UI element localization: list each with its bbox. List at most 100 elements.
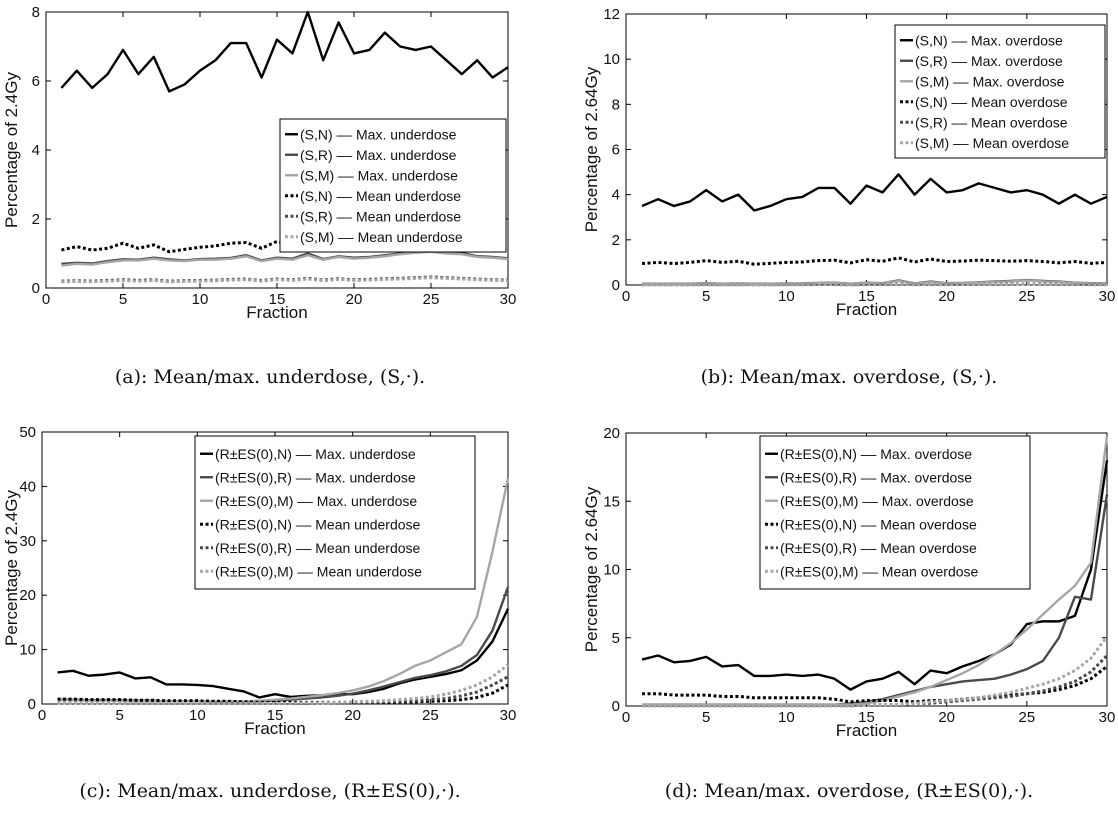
series-line-0 xyxy=(641,173,1108,212)
x-tick-label: 30 xyxy=(1099,288,1116,305)
y-tick-label: 20 xyxy=(603,425,620,442)
x-tick-label: 30 xyxy=(500,291,517,308)
legend-box xyxy=(279,118,507,253)
x-tick-label: 20 xyxy=(938,709,955,726)
chart-c-svg: 0 5 10 15 20 25 30 0 10 20 30 40 50 Fraction Percentag… xyxy=(2,424,517,738)
x-axis-label: Fraction xyxy=(836,721,897,740)
legend-label-4: (R±ES(0),R) –– Mean overdose xyxy=(780,540,977,556)
y-tick-label: 6 xyxy=(32,73,40,90)
legend-box xyxy=(759,435,1031,590)
legend-label-4: (R±ES(0),R) –– Mean underdose xyxy=(215,540,421,556)
series-line-3 xyxy=(641,256,1108,266)
x-tick-label: 15 xyxy=(858,288,875,305)
y-tick-label: 12 xyxy=(603,6,620,23)
legend-label-0: (R±ES(0),N) –– Max. overdose xyxy=(780,446,972,462)
y-tick-label: 8 xyxy=(612,96,620,113)
x-tick-label: 30 xyxy=(500,707,517,724)
y-tick-label: 0 xyxy=(612,698,620,715)
y-tick-label: 10 xyxy=(603,51,620,68)
legend-label-5: (S,M) –– Mean overdose xyxy=(915,135,1069,151)
series-line-5 xyxy=(642,282,1107,287)
y-tick-label: 5 xyxy=(612,630,620,647)
caption-d: (d): Mean/max. overdose, (R±ES(0),·). xyxy=(664,780,1034,802)
y-axis-label: Percentage of 2.4Gy xyxy=(2,490,21,646)
caption-a: (a): Mean/max. underdose, (S,·). xyxy=(114,366,426,388)
x-axis-label: Fraction xyxy=(246,303,307,322)
chart-c: 0 5 10 15 20 25 30 0 10 20 30 40 50 Fraction Percentag… xyxy=(0,418,540,738)
series-line-5 xyxy=(57,663,509,705)
x-tick-label: 15 xyxy=(858,709,875,726)
x-tick-label: 5 xyxy=(702,288,710,305)
series-line-5 xyxy=(61,276,509,284)
y-tick-label: 40 xyxy=(19,478,36,495)
x-tick-label: 25 xyxy=(1018,709,1035,726)
legend-label-2: (S,M) –– Max. underdose xyxy=(300,167,458,183)
x-tick-label: 5 xyxy=(115,707,123,724)
series-line-5 xyxy=(642,635,1109,708)
series-line-0 xyxy=(60,10,509,93)
legend-box xyxy=(194,435,476,590)
y-tick-label: 0 xyxy=(32,280,40,297)
legend-label-2: (R±ES(0),M) –– Max. underdose xyxy=(215,493,417,509)
y-tick-label: 0 xyxy=(28,696,36,713)
x-tick-label: 10 xyxy=(778,288,795,305)
x-tick-label: 5 xyxy=(702,709,710,726)
chart-b-svg: 0 5 10 15 20 25 30 0 2 4 6 8 10 12 Fraction Percentage … xyxy=(582,6,1116,319)
x-tick-label: 25 xyxy=(1018,288,1035,305)
x-tick-label: 15 xyxy=(269,291,286,308)
legend-label-1: (R±ES(0),R) –– Max. overdose xyxy=(780,469,972,485)
series-line-0 xyxy=(641,460,1109,691)
x-tick-label: 5 xyxy=(119,291,127,308)
series-line-4 xyxy=(57,675,509,705)
y-tick-label: 0 xyxy=(612,277,620,294)
legend-label-5: (S,M) –– Mean underdose xyxy=(300,229,463,245)
legend-label-4: (S,R) –– Mean underdose xyxy=(300,208,461,224)
y-tick-label: 15 xyxy=(603,493,620,510)
legend-label-3: (S,N) –– Mean overdose xyxy=(915,94,1068,110)
legend-label-2: (S,M) –– Max. overdose xyxy=(915,73,1065,89)
x-tick-label: 10 xyxy=(189,707,206,724)
chart-d: 0 5 10 15 20 25 30 0 5 10 15 20 Fraction Percentage o… xyxy=(580,418,1118,740)
x-axis-label: Fraction xyxy=(244,719,305,738)
chart-a-svg: 0 5 10 15 20 25 30 0 2 4 6 8 Fraction Percentage of 2… xyxy=(2,4,517,322)
y-axis-label: Percentage of 2.64Gy xyxy=(582,486,601,652)
y-axis-label: Percentage of 2.4Gy xyxy=(2,72,21,228)
series-line-1 xyxy=(57,586,510,704)
chart-d-svg: 0 5 10 15 20 25 30 0 5 10 15 20 Fraction Percentage o… xyxy=(582,425,1116,740)
legend-label-5: (R±ES(0),M) –– Mean underdose xyxy=(215,563,422,579)
legend-label-0: (S,N) –– Max. overdose xyxy=(915,32,1063,48)
series-line-0 xyxy=(57,608,510,699)
x-tick-label: 0 xyxy=(42,291,50,308)
x-tick-label: 0 xyxy=(622,288,630,305)
caption-c: (c): Mean/max. underdose, (R±ES(0),·). xyxy=(79,780,461,802)
x-tick-label: 0 xyxy=(622,709,630,726)
y-tick-label: 4 xyxy=(612,187,620,204)
legend-label-3: (S,N) –– Mean underdose xyxy=(300,188,461,204)
x-tick-label: 10 xyxy=(778,709,795,726)
chart-b: 0 5 10 15 20 25 30 0 2 4 6 8 10 12 Fraction Percentage … xyxy=(580,0,1118,319)
x-tick-label: 15 xyxy=(267,707,284,724)
x-tick-label: 25 xyxy=(423,291,440,308)
x-tick-label: 30 xyxy=(1099,709,1116,726)
x-axis-label: Fraction xyxy=(836,300,897,319)
legend-label-3: (R±ES(0),N) –– Mean underdose xyxy=(215,516,421,532)
y-tick-label: 2 xyxy=(32,211,40,228)
legend-label-4: (S,R) –– Mean overdose xyxy=(915,114,1068,130)
legend-label-2: (R±ES(0),M) –– Max. overdose xyxy=(780,493,974,509)
legend-label-1: (S,R) –– Max. underdose xyxy=(300,147,457,163)
y-tick-label: 30 xyxy=(19,533,36,550)
y-tick-label: 8 xyxy=(32,4,40,21)
legend-box xyxy=(894,24,1106,159)
y-tick-label: 50 xyxy=(19,424,36,441)
legend-label-5: (R±ES(0),M) –– Mean overdose xyxy=(780,563,979,579)
y-tick-label: 6 xyxy=(612,142,620,159)
legend-label-3: (R±ES(0),N) –– Mean overdose xyxy=(780,516,977,532)
chart-a: 0 5 10 15 20 25 30 0 2 4 6 8 Fraction Percentage of 2… xyxy=(0,0,540,322)
legend-label-0: (S,N) –– Max. underdose xyxy=(300,126,457,142)
y-tick-label: 10 xyxy=(603,562,620,579)
x-tick-label: 10 xyxy=(192,291,209,308)
y-tick-label: 2 xyxy=(612,232,620,249)
series-line-3 xyxy=(57,683,509,704)
legend-label-1: (S,R) –– Max. overdose xyxy=(915,53,1063,69)
x-tick-label: 25 xyxy=(422,707,439,724)
